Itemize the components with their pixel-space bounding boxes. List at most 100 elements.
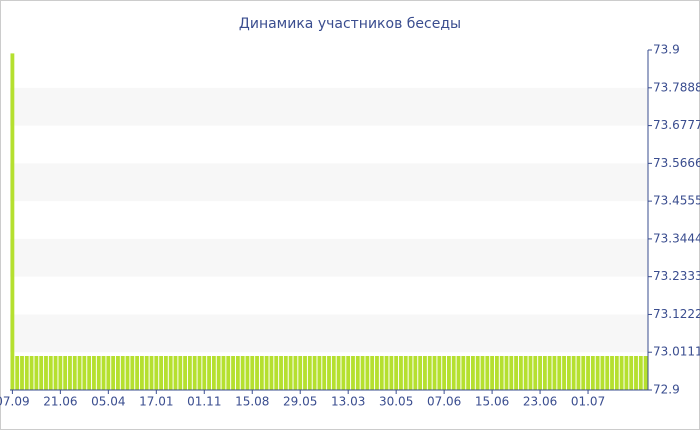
bar	[202, 356, 207, 390]
bar	[183, 356, 188, 390]
bar	[418, 356, 423, 390]
grid-band	[10, 314, 648, 353]
bar	[255, 356, 259, 390]
bar	[120, 356, 125, 390]
bar	[494, 356, 499, 390]
bar	[245, 356, 250, 390]
bar	[590, 356, 595, 390]
bar	[72, 356, 77, 390]
bar	[53, 356, 58, 390]
bar	[351, 356, 355, 390]
bar	[135, 356, 140, 390]
y-tick-label: 73.0111	[653, 345, 700, 359]
bar	[480, 356, 485, 390]
bar	[231, 356, 235, 390]
bar	[240, 356, 245, 390]
bar	[178, 356, 183, 390]
bar	[379, 356, 384, 390]
y-tick-label: 73.4555	[653, 194, 700, 208]
bar	[466, 356, 471, 390]
bar	[447, 356, 451, 390]
bar	[279, 356, 283, 390]
bar	[355, 356, 360, 390]
bar	[173, 356, 178, 390]
bar	[58, 356, 63, 390]
y-tick-label: 73.3444	[653, 231, 700, 245]
bar	[514, 356, 519, 390]
bar	[413, 356, 418, 390]
x-tick-label: 23.06	[523, 395, 557, 409]
y-tick-label: 72.9	[653, 383, 680, 397]
x-tick-label: 21.06	[43, 395, 77, 409]
bar	[614, 356, 619, 390]
bar	[437, 356, 442, 390]
bar	[130, 356, 135, 390]
bar	[10, 53, 15, 391]
bar	[475, 356, 480, 390]
bar	[317, 356, 322, 390]
bar	[39, 356, 44, 390]
bar	[365, 356, 370, 390]
bar	[523, 356, 528, 390]
x-tick-label: 29.05	[283, 395, 317, 409]
bar	[116, 356, 120, 390]
bar	[629, 356, 634, 390]
bar	[331, 356, 336, 390]
bar	[552, 356, 557, 390]
bar	[125, 356, 130, 390]
bar	[197, 356, 202, 390]
bar	[82, 356, 87, 390]
bar	[327, 356, 331, 390]
bar	[274, 356, 279, 390]
grid-band	[10, 238, 648, 277]
y-tick-label: 73.7888	[653, 80, 700, 94]
bar	[389, 356, 394, 390]
bar	[576, 356, 581, 390]
bar	[408, 356, 413, 390]
bar	[139, 356, 144, 390]
bar	[63, 356, 68, 390]
x-tick-label: 30.05	[379, 395, 413, 409]
y-tick-label: 73.5666	[653, 156, 700, 170]
bar	[149, 356, 154, 390]
bar	[643, 356, 648, 390]
bar	[336, 356, 341, 390]
bar	[638, 356, 643, 390]
x-tick-label: 07.09	[0, 395, 30, 409]
bar	[586, 356, 590, 390]
bar	[87, 356, 92, 390]
bar	[581, 356, 586, 390]
bar	[29, 356, 34, 390]
bar	[216, 356, 221, 390]
bar	[403, 356, 408, 390]
bar	[571, 356, 576, 390]
x-tick-label: 01.07	[571, 395, 605, 409]
bar	[394, 356, 399, 390]
bar	[34, 356, 39, 390]
bar	[298, 356, 303, 390]
bar	[163, 356, 168, 390]
bar	[250, 356, 255, 390]
bar	[595, 356, 600, 390]
bar	[187, 356, 192, 390]
x-tick-label: 13.03	[331, 395, 365, 409]
bar	[68, 356, 72, 390]
bar	[192, 356, 197, 390]
bar	[624, 356, 629, 390]
bar	[341, 356, 346, 390]
bar	[610, 356, 614, 390]
bar	[538, 356, 542, 390]
bar	[92, 356, 96, 390]
bar	[235, 356, 240, 390]
bar	[542, 356, 547, 390]
bar	[77, 356, 82, 390]
bar	[221, 356, 226, 390]
y-tick-label: 73.6777	[653, 118, 700, 132]
bar	[509, 356, 514, 390]
bar	[384, 356, 389, 390]
bar	[461, 356, 466, 390]
bar	[566, 356, 571, 390]
bar	[547, 356, 552, 390]
bar	[207, 356, 211, 390]
